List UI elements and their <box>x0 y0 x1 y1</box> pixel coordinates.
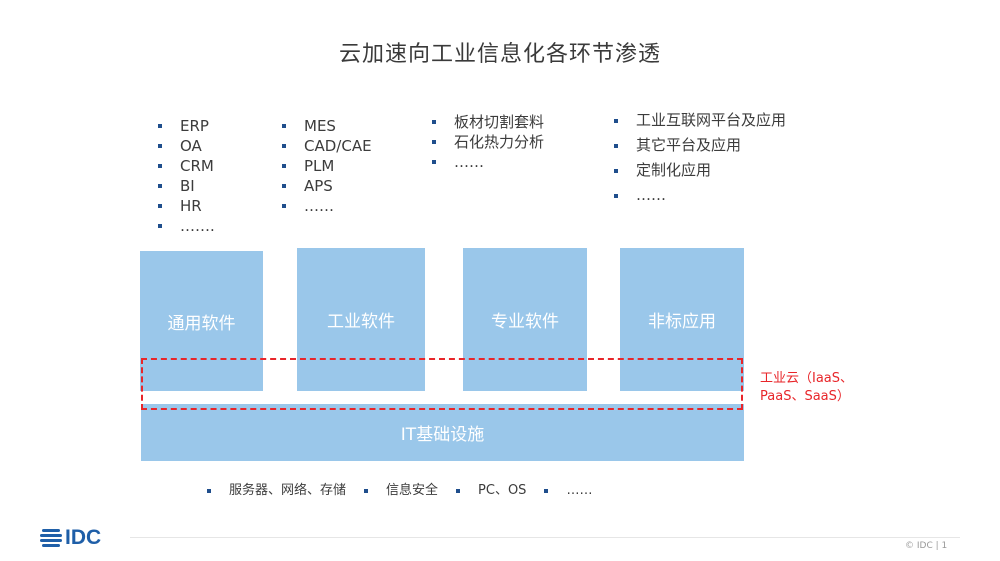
list-item: …… <box>430 152 544 172</box>
list-item: 石化热力分析 <box>430 132 544 152</box>
list-item: …… <box>280 196 372 216</box>
applications-list: 工业互联网平台及应用 其它平台及应用 定制化应用 …… <box>612 108 786 208</box>
idc-logo: IDC <box>40 526 101 550</box>
list-item: APS <box>280 176 372 196</box>
list-item: MES <box>280 116 372 136</box>
industrial-software-box: 工业软件 <box>297 248 425 391</box>
general-software-list: ERP OA CRM BI HR ……. <box>156 116 215 236</box>
list-item: 其它平台及应用 <box>612 133 786 158</box>
general-software-box: 通用软件 <box>140 251 263 391</box>
logo-text: IDC <box>65 526 102 549</box>
list-item: 板材切割套料 <box>430 112 544 132</box>
cloud-label-line: 工业云（IaaS、 <box>760 371 854 386</box>
professional-software-list: 板材切割套料 石化热力分析 …… <box>430 112 544 172</box>
infrastructure-list: 服务器、网络、存储 信息安全 PC、OS …… <box>205 481 608 501</box>
list-item: CAD/CAE <box>280 136 372 156</box>
list-item: 工业互联网平台及应用 <box>612 108 786 133</box>
industrial-cloud-label: 工业云（IaaS、 PaaS、SaaS） <box>760 370 880 406</box>
list-item: PLM <box>280 156 372 176</box>
list-item: 信息安全 <box>362 481 438 501</box>
list-item: OA <box>156 136 215 156</box>
page-title: 云加速向工业信息化各环节渗透 <box>338 42 661 67</box>
nonstandard-apps-box: 非标应用 <box>620 248 744 391</box>
industrial-software-list: MES CAD/CAE PLM APS …… <box>280 116 372 216</box>
list-item: BI <box>156 176 215 196</box>
it-infrastructure-box: IT基础设施 <box>141 404 744 461</box>
footer-note: © IDC | 1 <box>905 541 948 551</box>
globe-icon <box>40 529 62 547</box>
list-item: …… <box>612 183 786 208</box>
list-item: PC、OS <box>454 481 526 501</box>
cloud-label-line: PaaS、SaaS） <box>760 389 850 404</box>
list-item: CRM <box>156 156 215 176</box>
footer-divider <box>130 537 960 538</box>
industrial-cloud-dashed-frame <box>141 358 743 410</box>
list-item: 定制化应用 <box>612 158 786 183</box>
list-item: …… <box>542 481 592 501</box>
list-item: ERP <box>156 116 215 136</box>
list-item: ……. <box>156 216 215 236</box>
list-item: 服务器、网络、存储 <box>205 481 346 501</box>
professional-software-box: 专业软件 <box>463 248 587 391</box>
list-item: HR <box>156 196 215 216</box>
